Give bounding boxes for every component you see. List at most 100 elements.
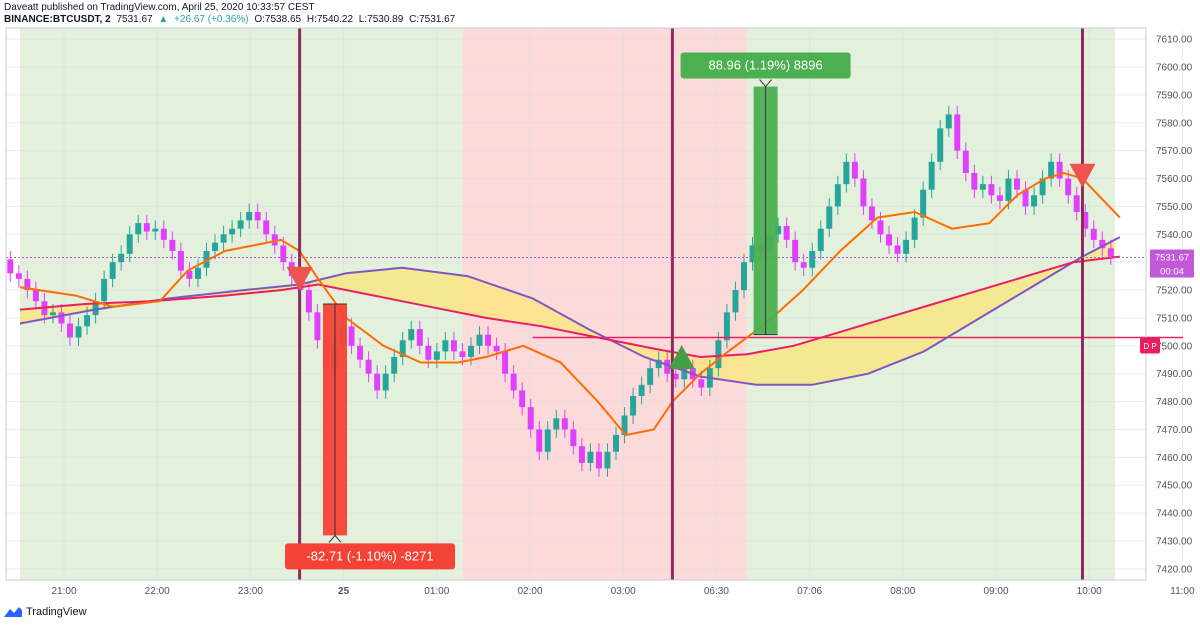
- candle-body-26: [229, 228, 236, 235]
- candle-body-86: [740, 262, 747, 291]
- open-value: O:7538.65: [254, 14, 302, 25]
- close-value: C:7531.67: [409, 14, 456, 25]
- y-tick-1: 7430.00: [1156, 536, 1193, 547]
- x-tick-1: 22:00: [145, 586, 170, 597]
- tradingview-footer: TradingView: [4, 606, 87, 618]
- candle-body-98: [843, 161, 850, 185]
- candle-body-9: [84, 315, 91, 327]
- candle-body-32: [280, 245, 287, 263]
- measure-label-box-1: [680, 52, 851, 79]
- x-tick-0: 21:00: [51, 586, 76, 597]
- side-tag-text: D P: [1143, 342, 1156, 351]
- candle-body-99: [851, 161, 858, 179]
- candle-body-125: [1073, 195, 1080, 212]
- candle-body-71: [613, 435, 619, 452]
- candle-body-122: [1048, 161, 1055, 179]
- price-change: +26.67 (+0.36%): [174, 14, 249, 25]
- candle-body-57: [493, 345, 500, 352]
- candle-body-95: [817, 228, 824, 252]
- candle-body-11: [101, 278, 108, 302]
- candle-body-116: [996, 195, 1003, 201]
- candle-body-50: [433, 351, 440, 360]
- countdown-text: 00:04: [1160, 267, 1184, 278]
- candle-body-124: [1065, 178, 1072, 196]
- x-tick-6: 03:00: [611, 586, 636, 597]
- signal-sell-triangle-2: [1069, 163, 1096, 188]
- candle-body-15: [135, 223, 142, 235]
- measure-arrow-head-0: [328, 534, 342, 543]
- ma-band-fill: [20, 239, 1116, 385]
- candle-body-69: [595, 451, 602, 469]
- candle-body-128: [1099, 239, 1106, 249]
- x-tick-5: 02:00: [517, 586, 542, 597]
- chart-header: Daveatt published on TradingView.com, Ap…: [4, 2, 458, 26]
- y-tick-2: 7440.00: [1156, 509, 1193, 520]
- candle-body-94: [809, 251, 816, 268]
- candle-body-5: [49, 312, 56, 316]
- side-tag-box: [1140, 337, 1160, 354]
- x-tick-4: 01:00: [424, 586, 449, 597]
- candle-body-79: [681, 368, 688, 380]
- candle-body-45: [391, 356, 398, 374]
- y-tick-5: 7470.00: [1156, 425, 1193, 436]
- candle-body-47: [408, 329, 415, 341]
- x-tick-12: 11:00: [1170, 586, 1195, 597]
- candle-body-121: [1039, 178, 1046, 196]
- x-tick-3: 25: [338, 586, 350, 597]
- candle-body-113: [971, 172, 978, 190]
- measure-arrow-head-1: [759, 79, 772, 88]
- candle-body-107: [920, 189, 927, 218]
- slow-ma-line: [19, 255, 1120, 359]
- candle-body-61: [527, 407, 534, 430]
- y-tick-19: 7610.00: [1156, 35, 1193, 46]
- y-tick-6: 7480.00: [1156, 397, 1193, 408]
- candle-body-14: [126, 234, 133, 254]
- candle-body-13: [118, 253, 125, 263]
- last-price: 7531.67: [116, 14, 153, 25]
- candle-body-119: [1022, 189, 1029, 207]
- candle-body-59: [510, 373, 517, 391]
- candle-body-87: [749, 245, 756, 263]
- candle-body-68: [587, 451, 594, 463]
- candle-body-96: [826, 206, 833, 229]
- signal-buy-triangle-1: [668, 344, 695, 369]
- candle-body-62: [536, 429, 543, 452]
- signal-sell-triangle-0: [286, 266, 313, 291]
- candle-body-102: [877, 220, 884, 235]
- candle-body-29: [254, 212, 261, 221]
- candle-body-25: [220, 234, 227, 243]
- price-label-box: [1150, 249, 1194, 264]
- candle-body-109: [937, 128, 944, 162]
- candle-body-35: [305, 290, 312, 313]
- candle-body-78: [672, 373, 679, 380]
- candle-body-126: [1082, 212, 1089, 229]
- candle-body-123: [1056, 161, 1063, 179]
- candle-body-21: [186, 270, 193, 279]
- candle-body-72: [621, 415, 628, 436]
- candle-body-91: [783, 225, 790, 240]
- candle-body-46: [399, 340, 406, 357]
- candle-body-74: [638, 384, 645, 396]
- y-tick-9: 7510.00: [1156, 313, 1193, 324]
- candle-body-24: [212, 242, 219, 252]
- candle-body-115: [988, 184, 995, 196]
- candle-body-108: [928, 161, 935, 190]
- footer-brand: TradingView: [26, 606, 87, 618]
- symbol-label: BINANCE:BTCUSDT, 2: [4, 14, 111, 25]
- candle-body-129: [1107, 248, 1114, 257]
- candle-body-42: [365, 359, 372, 374]
- candle-body-93: [800, 262, 807, 268]
- candle-body-58: [502, 351, 509, 374]
- candle-body-22: [194, 267, 201, 279]
- candle-body-111: [954, 114, 961, 151]
- low-value: L:7530.89: [358, 14, 404, 25]
- candle-body-105: [903, 239, 910, 254]
- candle-body-43: [374, 373, 381, 391]
- candle-body-20: [177, 251, 184, 271]
- candle-body-44: [382, 373, 389, 391]
- candle-body-18: [160, 228, 167, 240]
- x-tick-10: 09:00: [983, 586, 1008, 597]
- candle-body-118: [1014, 178, 1020, 190]
- candle-body-104: [894, 245, 901, 254]
